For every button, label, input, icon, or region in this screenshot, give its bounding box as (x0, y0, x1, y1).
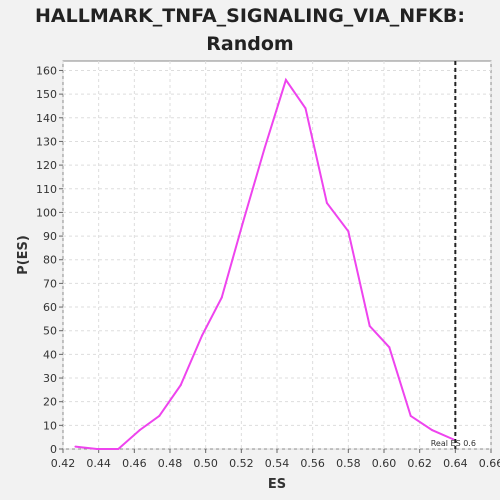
x-tick-label: 0.44 (86, 457, 111, 470)
x-tick-label: 0.52 (229, 457, 254, 470)
x-tick-label: 0.54 (265, 457, 290, 470)
y-tick-label: 10 (43, 419, 57, 432)
data-point (284, 78, 287, 81)
grid-lines (62, 61, 492, 450)
x-tick-label: 0.64 (443, 457, 468, 470)
data-point (220, 296, 223, 299)
y-tick-label: 50 (43, 325, 57, 338)
data-point (179, 384, 182, 387)
y-tick-label: 0 (50, 443, 57, 456)
y-tick-label: 110 (36, 183, 57, 196)
data-point (388, 346, 391, 349)
y-tick-label: 120 (36, 159, 57, 172)
x-tick-label: 0.46 (122, 457, 147, 470)
data-point (325, 201, 328, 204)
x-tick-label: 0.58 (336, 457, 361, 470)
data-point (201, 334, 204, 337)
data-point (95, 448, 98, 450)
x-tick-label: 0.48 (158, 457, 183, 470)
data-point (138, 429, 141, 432)
y-tick-label: 160 (36, 64, 57, 77)
data-point (263, 147, 266, 150)
y-tick-label: 30 (43, 372, 57, 385)
x-tick-label: 0.60 (372, 457, 397, 470)
y-tick-label: 150 (36, 88, 57, 101)
annotation-layer: Real ES 0.6 (431, 61, 476, 449)
x-axis-ticks: 0.42 0.44 0.46 0.48 0.50 0.52 0.54 0.56 0.58 0.60… (51, 449, 500, 470)
data-point (409, 414, 412, 417)
data-point (304, 107, 307, 110)
series-layer (74, 77, 455, 450)
y-axis-label: P(ES) (16, 235, 31, 275)
y-tick-label: 20 (43, 396, 57, 409)
x-tick-label: 0.42 (51, 457, 76, 470)
data-point (117, 448, 120, 450)
data-point (368, 324, 371, 327)
data-point (452, 438, 455, 441)
real-es-label: Real ES 0.6 (431, 439, 476, 448)
data-point (242, 220, 245, 223)
y-axis-ticks: 0 10 20 30 40 50 60 70 80 90 100 110 120 130 140 150 160 (36, 64, 63, 456)
y-tick-label: 80 (43, 254, 57, 267)
y-tick-label: 40 (43, 348, 57, 361)
data-point (158, 414, 161, 417)
x-tick-label: 0.62 (407, 457, 432, 470)
y-tick-label: 130 (36, 135, 57, 148)
x-tick-label: 0.56 (300, 457, 325, 470)
y-tick-label: 90 (43, 230, 57, 243)
x-tick-label: 0.50 (193, 457, 218, 470)
x-axis-label: ES (268, 477, 286, 492)
y-tick-label: 100 (36, 206, 57, 219)
data-point (431, 429, 434, 432)
y-tick-label: 70 (43, 277, 57, 290)
data-point (74, 445, 77, 448)
x-tick-label: 0.66 (479, 457, 500, 470)
y-tick-label: 140 (36, 112, 57, 125)
data-point (347, 230, 350, 233)
y-tick-label: 60 (43, 301, 57, 314)
